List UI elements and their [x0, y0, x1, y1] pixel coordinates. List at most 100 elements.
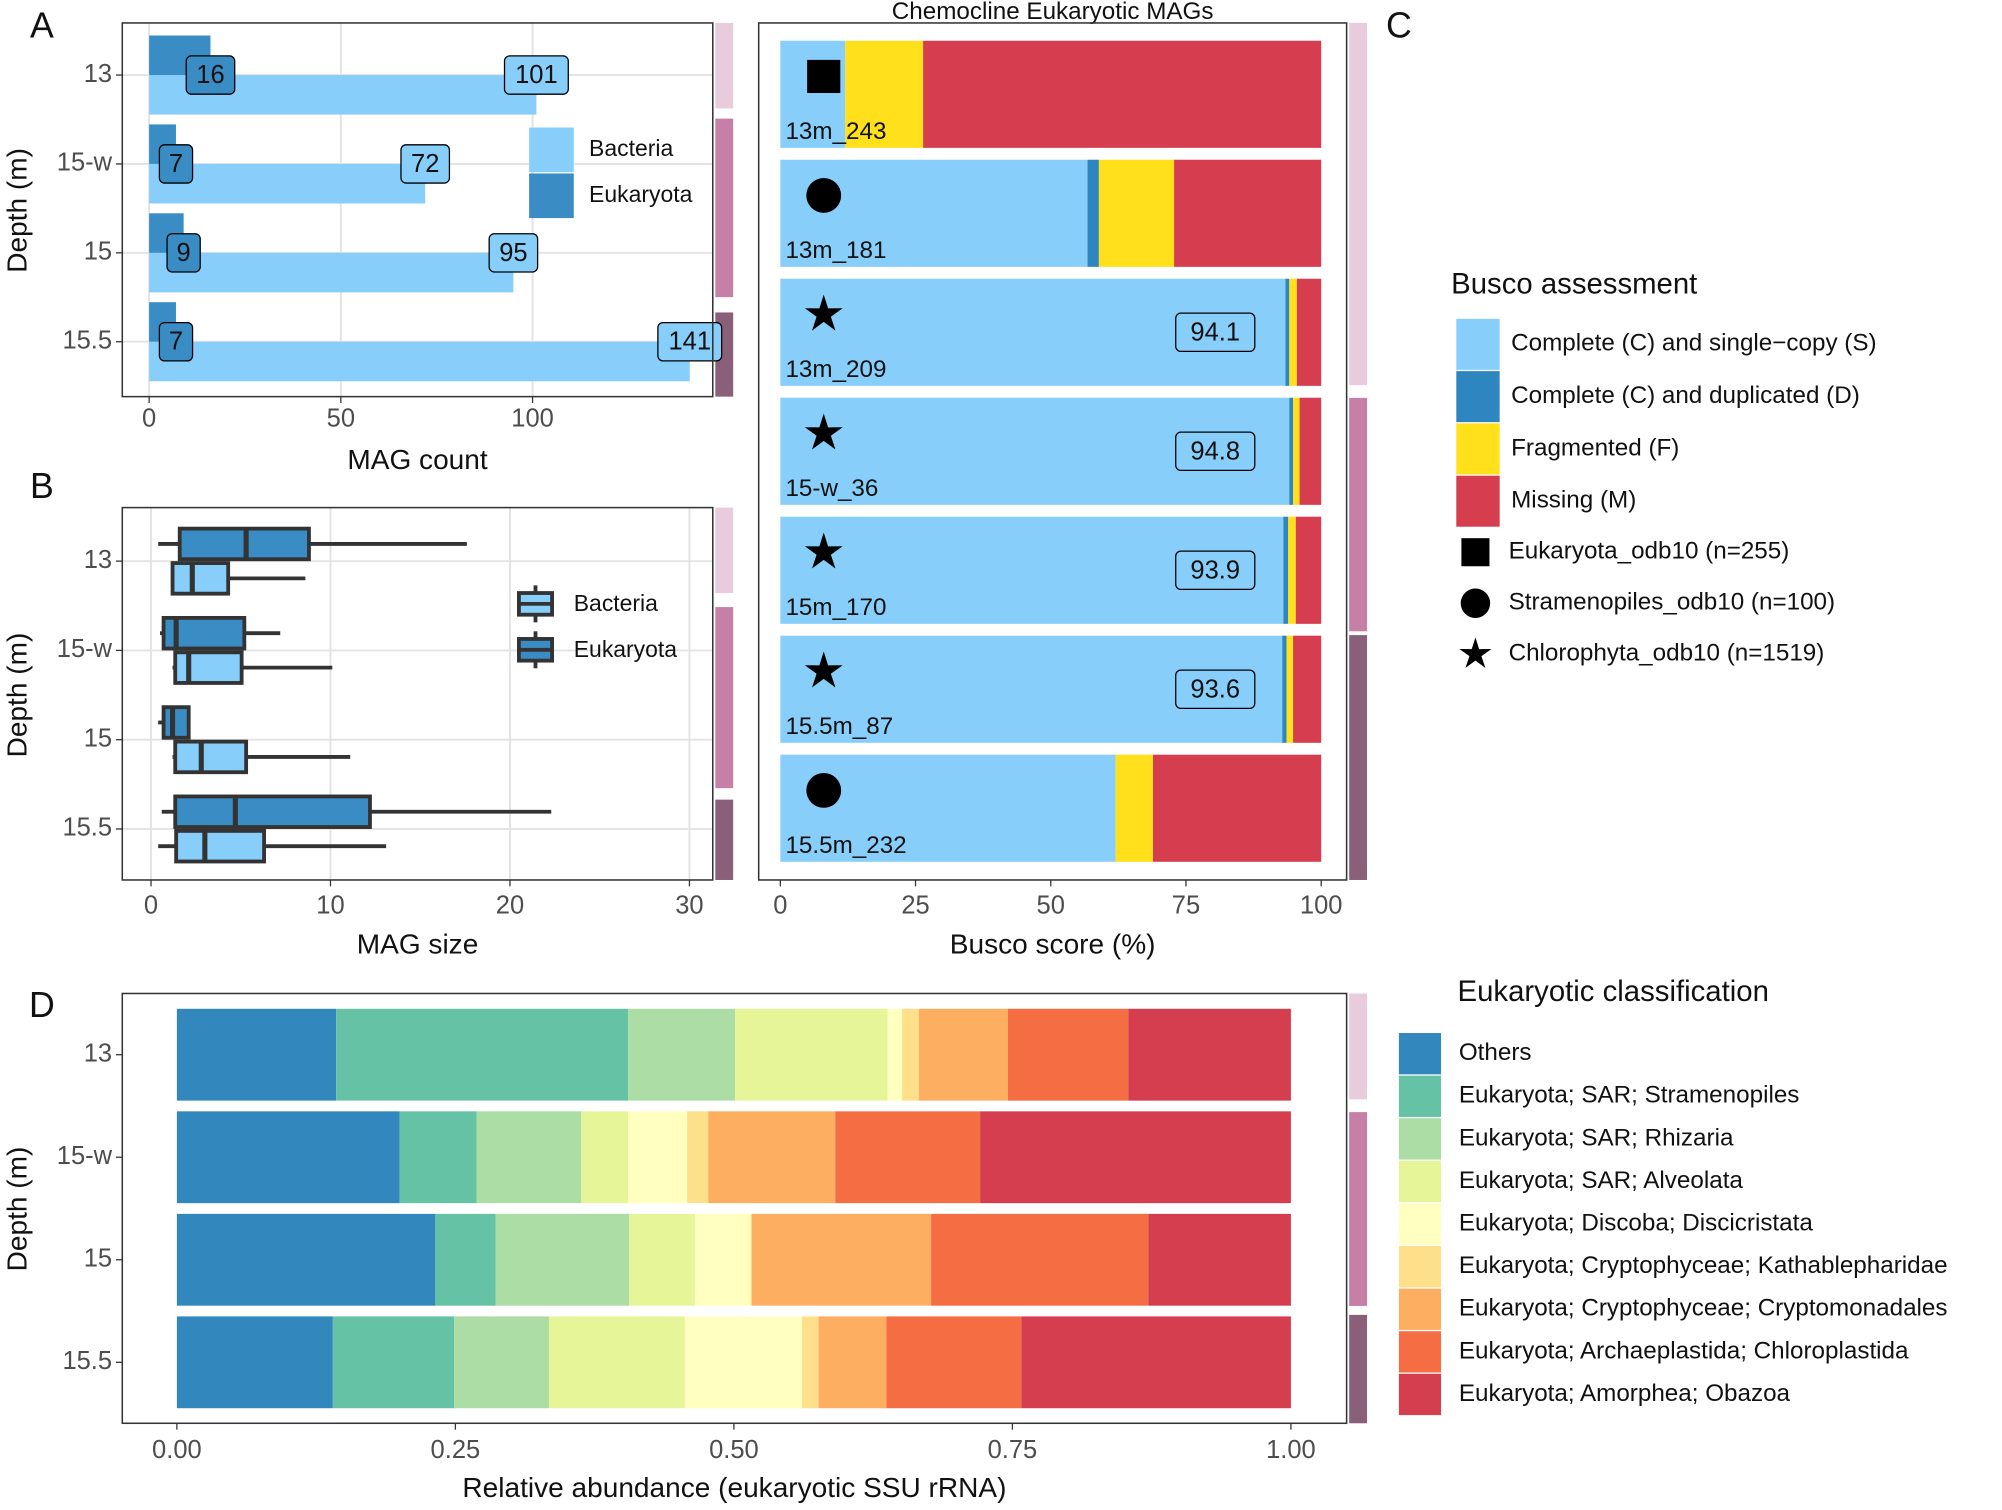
bar-segment [801, 1316, 819, 1409]
bar-segment [1289, 278, 1297, 386]
legend-label: Eukaryota; SAR; Stramenopiles [1459, 1082, 1800, 1109]
panel: 0.00 0.25 0.50 0.75 1.00 13 15-w 15 15.5 Depth (m… [1, 975, 1947, 1503]
legend-label: Missing (M) [1511, 487, 1636, 514]
depth-strip [1349, 397, 1368, 632]
depth-strip [715, 607, 734, 789]
data-label-box [503, 55, 569, 95]
box [173, 650, 244, 685]
x-tick-label: 0 [144, 891, 158, 919]
bar-segment [684, 1316, 802, 1409]
bar-segment [751, 1213, 932, 1306]
marker [804, 532, 843, 569]
bar-segment [476, 1111, 582, 1204]
x-tick-label: 0.75 [988, 1436, 1038, 1464]
x-tick-label: 30 [675, 891, 703, 919]
panel-label: A [30, 5, 54, 45]
bar-segment [495, 1213, 630, 1306]
bar-segment [694, 1213, 751, 1306]
bar-segment [332, 1316, 455, 1409]
legend-label: Complete (C) and duplicated (D) [1511, 382, 1860, 409]
y-tick-label: 13 [84, 1039, 112, 1067]
data-label-box [158, 144, 194, 184]
data-label: 7 [169, 328, 183, 356]
bar-segment [918, 1008, 1008, 1101]
panel: 0 50 100 13 15-w 15 15.5 Depth (m) MAG count A 101… [1, 5, 723, 475]
bar-segment [176, 1316, 333, 1409]
data-label: 94.8 [1190, 437, 1240, 465]
depth-strip [1349, 1314, 1368, 1424]
legend-key [1456, 371, 1500, 423]
legend-label: Bacteria [589, 135, 673, 161]
x-tick-label: 0.25 [431, 1436, 481, 1464]
bar-segment [1152, 754, 1322, 862]
bar-segment [629, 1213, 695, 1306]
marker [806, 178, 842, 213]
marker [806, 772, 842, 808]
bar-segment [687, 1111, 709, 1204]
bar-name: 13m_243 [785, 118, 886, 145]
x-tick-label: 10 [316, 891, 344, 919]
bar-segment [1115, 754, 1153, 862]
plot-frame [121, 22, 714, 398]
legend-label: Eukaryota [589, 181, 693, 207]
y-tick-label: 15 [84, 238, 112, 266]
data-label-box [488, 233, 539, 273]
x-tick-label: 0.00 [152, 1436, 202, 1464]
legend-key [1398, 1075, 1441, 1117]
legend-label: Eukaryota; SAR; Alveolata [1459, 1167, 1744, 1194]
y-tick-label: 15.5 [62, 1347, 112, 1375]
data-label: 101 [515, 61, 558, 89]
data-label-box [158, 321, 194, 362]
data-label: 9 [177, 239, 191, 267]
box [161, 705, 191, 740]
bar-segment [923, 40, 1322, 148]
bar-segment [435, 1213, 496, 1306]
y-axis-title: Depth (m) [1, 1147, 32, 1272]
bar [149, 252, 514, 293]
legend-key [1456, 475, 1500, 527]
data-label: 93.6 [1190, 675, 1240, 703]
data-label-box [1175, 312, 1256, 353]
bar-segment [1174, 159, 1322, 267]
bar-segment [1295, 516, 1322, 624]
bar-segment [176, 1111, 400, 1204]
bar-name: 15-w_36 [785, 475, 878, 502]
legend-label: Bacteria [574, 590, 658, 616]
bar-segment [708, 1111, 836, 1204]
panel: 0 10 20 30 13 15-w 15 15.5 Depth (m) MAG size B Bac… [1, 466, 714, 960]
y-tick-label: 13 [84, 546, 112, 574]
bar-segment [1128, 1008, 1291, 1101]
bar-segment [1098, 159, 1175, 267]
bar-segment [628, 1111, 688, 1204]
depth-strip [1349, 635, 1368, 880]
y-tick-label: 15.5 [62, 326, 112, 354]
panel: 0 25 50 75 100 Busco score (%) C Chemocline Euk… [757, 0, 1877, 960]
panel-label: B [30, 466, 54, 506]
y-tick-label: 15-w [57, 149, 113, 177]
depth-strip [1349, 993, 1368, 1100]
plot-frame [121, 992, 1348, 1425]
bar-segment [1299, 397, 1322, 505]
bar-segment [845, 40, 924, 148]
data-label: 72 [411, 150, 439, 178]
data-label: 93.9 [1190, 556, 1240, 584]
bar-segment [931, 1213, 1149, 1306]
bar-segment [1021, 1316, 1291, 1409]
data-label: 94.1 [1190, 318, 1240, 346]
marker [804, 413, 843, 450]
legend-label: Eukaryota; Amorphea; Obazoa [1459, 1380, 1791, 1407]
box [170, 561, 231, 596]
y-tick-label: 15 [84, 1245, 112, 1273]
legend-title: Eukaryotic classification [1458, 975, 1769, 1008]
bar-segment [735, 1008, 888, 1101]
y-tick-label: 15.5 [62, 814, 112, 842]
legend-key [1398, 1288, 1441, 1330]
data-label: 7 [169, 150, 183, 178]
x-tick-label: 0 [142, 404, 156, 432]
bar-segment [176, 1008, 337, 1101]
legend-key [1456, 318, 1500, 370]
bar-segment [176, 1213, 436, 1306]
x-tick-label: 50 [1037, 891, 1065, 919]
